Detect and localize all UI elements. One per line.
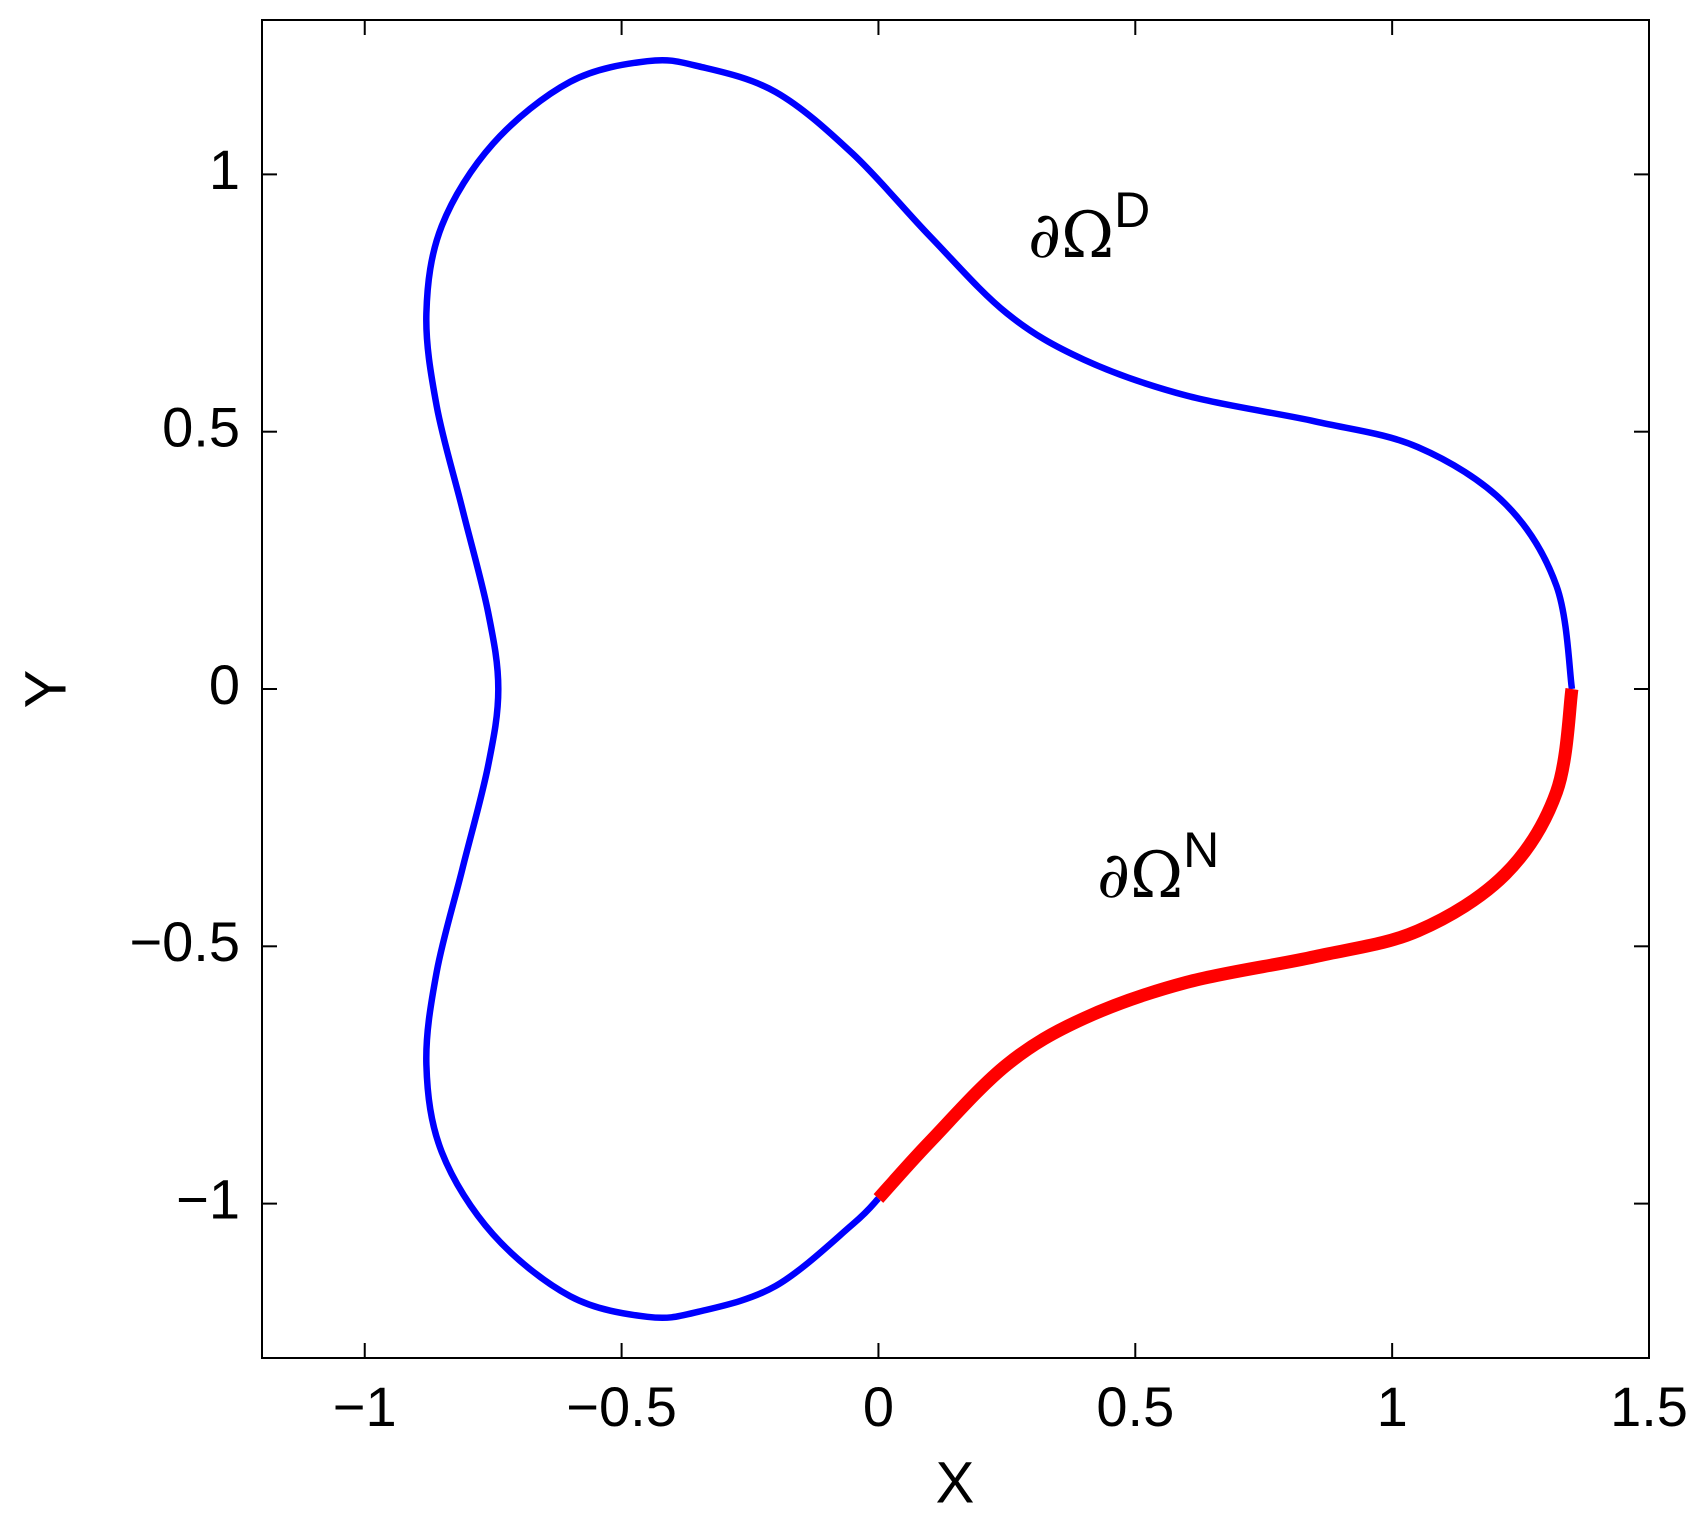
y-axis-label: Y: [13, 670, 78, 709]
y-tick-label: 0: [209, 653, 240, 716]
annotation-text: ∂Ω: [1097, 839, 1183, 913]
annotation-text: ∂Ω: [1028, 199, 1114, 273]
x-tick-label: −0.5: [566, 1375, 677, 1438]
y-tick-label: 0.5: [162, 395, 240, 458]
annotation-superscript: N: [1183, 822, 1219, 878]
x-axis-label: X: [936, 1450, 975, 1515]
x-tick-label: 1.5: [1610, 1375, 1688, 1438]
y-tick-label: 1: [209, 138, 240, 201]
x-tick-label: 1: [1377, 1375, 1408, 1438]
x-tick-label: 0.5: [1096, 1375, 1174, 1438]
y-tick-label: −1: [176, 1167, 240, 1230]
y-tick-label: −0.5: [129, 910, 240, 973]
x-tick-label: −1: [333, 1375, 397, 1438]
annotation: ∂ΩN: [1097, 822, 1219, 913]
x-tick-label: 0: [863, 1375, 894, 1438]
annotation-superscript: D: [1114, 182, 1150, 238]
boundary-line: [423, 56, 1576, 1322]
boundary-line: [873, 688, 1579, 1203]
annotation: ∂ΩD: [1028, 182, 1150, 273]
plot-area: [423, 56, 1579, 1322]
